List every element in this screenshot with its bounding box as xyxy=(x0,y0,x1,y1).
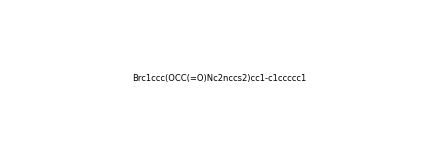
Text: Brc1ccc(OCC(=O)Nc2nccs2)cc1-c1ccccc1: Brc1ccc(OCC(=O)Nc2nccs2)cc1-c1ccccc1 xyxy=(132,74,306,83)
